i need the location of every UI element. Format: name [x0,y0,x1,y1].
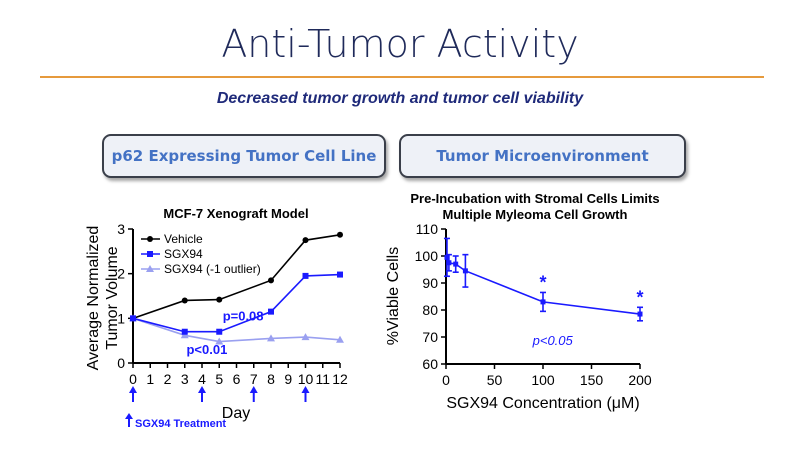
chart1-p-annotation: p=0.08 [223,309,264,324]
chart1-treatment-arrowhead [198,386,206,393]
chart1-point [302,237,309,244]
chart1-xtick-label: 8 [267,371,275,387]
chart1-xtick-label: 11 [315,371,330,387]
title-divider [40,76,764,78]
chart2-significance-star: * [539,272,546,292]
chart1-point [215,337,224,345]
chart1-point [216,296,223,303]
chart1-xtick-label: 1 [146,371,154,387]
panel-tumor-cell-line-button[interactable]: p62 Expressing Tumor Cell Line [102,134,386,178]
chart1-p-annotation: p<0.01 [186,342,227,357]
chart1-xtick-label: 12 [332,371,348,387]
chart1-x-axis-label: Day [222,405,250,422]
chart1-legend-label: Vehicle [164,232,203,246]
chart1-treatment-label: SGX94 Treatment [135,418,226,430]
chart1-treatment-arrowhead [301,386,310,393]
panel-tumor-microenvironment-label: Tumor Microenvironment [436,147,649,165]
chart1-legend-label: SGX94 (-1 outlier) [164,262,261,276]
chart2-point [453,261,459,267]
chart2-point [446,260,452,266]
chart1-point [302,272,309,279]
chart1-legend-marker [147,251,153,257]
chart1-y-axis-label: Average Normalized [85,226,102,371]
chart2-point [637,311,643,317]
chart1-point [337,231,343,238]
chart2-p-annotation: p<0.05 [532,333,574,348]
chart1-title: MCF-7 Xenograft Model [163,206,308,221]
chart2-significance-star: * [636,287,643,307]
chart1-point [301,333,310,341]
chart1-point [268,308,274,315]
chart1-legend-marker [146,265,154,272]
chart1-point [216,328,223,335]
chart1-point [336,335,344,343]
chart1-legend-marker [147,236,153,242]
chart1-ytick-label: 0 [117,355,125,371]
chart1-treatment-arrowhead [129,386,137,393]
chart1-point [268,277,274,284]
chart1-xtick-label: 9 [284,371,292,387]
chart1-xtick-label: 4 [198,371,206,387]
chart2-ytick-label: 70 [422,329,438,345]
chart1-ytick-label: 2 [117,266,125,282]
page-title: Anti-Tumor Activity [221,22,579,66]
chart1-xtick-label: 2 [164,371,172,387]
chart2-xtick-label: 100 [531,372,555,388]
chart2-title: Pre-Incubation with Stromal Cells Limits [410,191,659,206]
chart2-ytick-label: 90 [422,275,438,291]
chart1-xtick-label: 10 [298,371,314,387]
chart1-legend-arrowhead [125,413,133,419]
panel-tumor-microenvironment-button[interactable]: Tumor Microenvironment [399,134,686,178]
chart1-treatment-arrowhead [249,386,258,393]
chart1-ytick-label: 3 [117,221,125,237]
chart2-ytick-label: 80 [422,302,438,318]
chart1-ytick-label: 1 [117,310,125,326]
chart2-point [540,299,546,305]
chart2-y-axis-label: %Viable Cells [385,247,402,345]
chart1-legend-label: SGX94 [164,247,203,261]
chart2-point [462,268,468,274]
chart2-x-axis-label: SGX94 Concentration (μM) [446,395,639,412]
chart2-title: Multiple Myleoma Cell Growth [443,207,628,222]
chart2-xtick-label: 200 [628,372,652,388]
chart1-xtick-label: 6 [233,371,241,387]
chart2-point [444,254,450,260]
chart2-ytick-label: 110 [416,221,439,237]
chart1-xtick-label: 5 [215,371,223,387]
chart2-xtick-label: 0 [442,372,450,388]
chart2-xtick-label: 50 [487,372,503,388]
chart1-point [267,334,275,342]
chart1-point [337,271,343,278]
chart1-series-line [132,273,341,333]
chart1-xtick-label: 0 [129,371,137,387]
chart1-series-line [132,234,341,320]
chart1-y-axis-label: Tumor Volume [104,246,121,350]
chart1-point [130,315,136,322]
chart2-ytick-label: 100 [415,248,439,264]
chart2-xtick-label: 150 [580,372,604,388]
chart2-ytick-label: 60 [422,356,438,372]
chart1-series-line [132,317,341,343]
chart1-point [181,328,188,335]
panel-tumor-cell-line-label: p62 Expressing Tumor Cell Line [111,147,377,165]
chart1-point [180,331,189,339]
chart1-xtick-label: 7 [250,371,258,387]
chart1-xtick-label: 3 [181,371,189,387]
chart1-point [181,297,188,304]
page-subtitle: Decreased tumor growth and tumor cell vi… [216,90,584,107]
